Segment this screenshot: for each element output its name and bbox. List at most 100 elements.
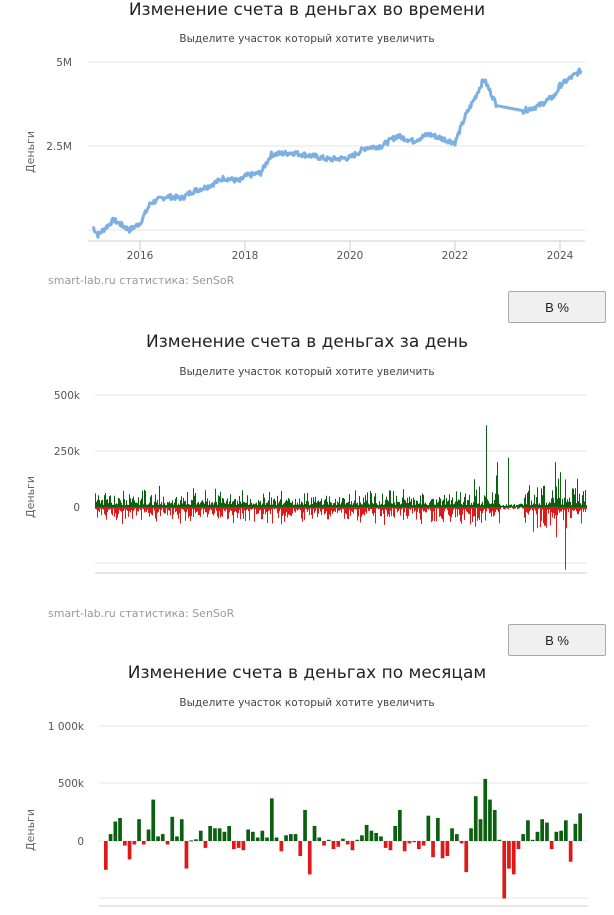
daily-bar-positive[interactable]: [436, 499, 437, 507]
monthly-bar-positive[interactable]: [497, 839, 502, 841]
daily-bar-negative[interactable]: [391, 507, 392, 516]
daily-bar-negative[interactable]: [549, 507, 550, 510]
daily-bar-negative[interactable]: [214, 507, 215, 514]
daily-bar-positive[interactable]: [448, 500, 449, 507]
daily-bar-negative[interactable]: [301, 507, 302, 519]
daily-bar-positive[interactable]: [311, 497, 312, 507]
daily-bar-positive[interactable]: [530, 505, 531, 507]
daily-bar-positive[interactable]: [349, 494, 350, 507]
daily-bar-positive[interactable]: [411, 498, 412, 507]
daily-bar-positive[interactable]: [270, 504, 271, 507]
monthly-bar-positive[interactable]: [564, 820, 568, 841]
daily-bar-positive[interactable]: [383, 505, 384, 507]
monthly-bar-positive[interactable]: [379, 836, 383, 841]
daily-bar-negative[interactable]: [513, 507, 514, 510]
daily-bar-positive[interactable]: [569, 497, 570, 507]
daily-bar-negative[interactable]: [532, 507, 533, 511]
daily-bar-positive[interactable]: [278, 503, 279, 507]
daily-bar-negative[interactable]: [298, 507, 299, 510]
daily-bar-negative[interactable]: [146, 507, 147, 513]
daily-bar-positive[interactable]: [195, 493, 196, 507]
daily-bar-positive[interactable]: [356, 503, 357, 507]
daily-bar-positive[interactable]: [562, 498, 563, 507]
daily-bar-negative[interactable]: [442, 507, 443, 520]
daily-bar-negative[interactable]: [101, 507, 102, 516]
daily-bar-positive[interactable]: [315, 496, 316, 507]
daily-bar-negative[interactable]: [509, 507, 510, 508]
daily-bar-positive[interactable]: [211, 502, 212, 507]
daily-bar-negative[interactable]: [331, 507, 332, 511]
daily-bar-negative[interactable]: [111, 507, 112, 514]
daily-bar-negative[interactable]: [225, 507, 226, 512]
daily-bar-negative[interactable]: [177, 507, 178, 515]
daily-bar-positive[interactable]: [461, 503, 462, 507]
daily-bar-positive[interactable]: [369, 504, 370, 507]
daily-bar-positive[interactable]: [287, 501, 288, 507]
daily-bar-negative[interactable]: [165, 507, 166, 514]
daily-bar-positive[interactable]: [555, 462, 556, 507]
daily-bar-negative[interactable]: [130, 507, 131, 513]
daily-bar-positive[interactable]: [308, 501, 309, 507]
daily-bar-negative[interactable]: [302, 507, 303, 522]
daily-bar-positive[interactable]: [355, 490, 356, 507]
daily-bar-positive[interactable]: [585, 490, 586, 507]
daily-bar-negative[interactable]: [114, 507, 115, 517]
daily-bar-positive[interactable]: [271, 497, 272, 507]
daily-bar-negative[interactable]: [574, 507, 575, 511]
monthly-bar-positive[interactable]: [118, 818, 122, 841]
daily-bar-negative[interactable]: [434, 507, 435, 522]
daily-bar-positive[interactable]: [170, 503, 171, 507]
daily-bar-negative[interactable]: [384, 507, 385, 525]
daily-bar-negative[interactable]: [188, 507, 189, 518]
daily-bar-negative[interactable]: [483, 507, 484, 511]
monthly-bar-negative[interactable]: [331, 841, 336, 850]
daily-bar-positive[interactable]: [272, 504, 273, 507]
daily-bar-negative[interactable]: [433, 507, 434, 512]
daily-bar-negative[interactable]: [468, 507, 469, 514]
daily-bar-positive[interactable]: [106, 499, 107, 507]
daily-bar-positive[interactable]: [423, 494, 424, 507]
daily-bar-positive[interactable]: [273, 499, 274, 507]
daily-bar-positive[interactable]: [339, 496, 340, 507]
daily-bar-negative[interactable]: [237, 507, 238, 519]
daily-bar-positive[interactable]: [189, 504, 190, 507]
monthly-bar-positive[interactable]: [217, 828, 222, 841]
daily-bar-negative[interactable]: [387, 507, 388, 517]
daily-bar-negative[interactable]: [139, 507, 140, 509]
daily-bar-positive[interactable]: [330, 502, 331, 507]
daily-bar-positive[interactable]: [472, 504, 473, 507]
daily-bar-positive[interactable]: [246, 502, 247, 507]
daily-bar-negative[interactable]: [412, 507, 413, 514]
monthly-bar-positive[interactable]: [488, 799, 492, 841]
daily-bar-negative[interactable]: [480, 507, 481, 511]
daily-bar-negative[interactable]: [562, 507, 563, 510]
daily-bar-positive[interactable]: [109, 496, 110, 507]
daily-bar-negative[interactable]: [303, 507, 304, 513]
daily-bar-negative[interactable]: [392, 507, 393, 509]
daily-bar-negative[interactable]: [276, 507, 277, 509]
daily-bar-negative[interactable]: [309, 507, 310, 516]
daily-bar-positive[interactable]: [370, 490, 371, 507]
daily-bar-positive[interactable]: [100, 503, 101, 507]
daily-bar-positive[interactable]: [253, 503, 254, 507]
daily-bar-negative[interactable]: [452, 507, 453, 515]
daily-bar-negative[interactable]: [555, 507, 556, 515]
monthly-bar-positive[interactable]: [293, 834, 298, 841]
daily-bar-negative[interactable]: [372, 507, 373, 514]
daily-bar-negative[interactable]: [336, 507, 337, 509]
daily-bar-negative[interactable]: [275, 507, 276, 509]
daily-bar-positive[interactable]: [337, 501, 338, 507]
monthly-bar-positive[interactable]: [540, 819, 544, 842]
daily-bar-positive[interactable]: [332, 505, 333, 507]
daily-bar-negative[interactable]: [174, 507, 175, 509]
daily-bar-positive[interactable]: [162, 505, 163, 507]
daily-bar-negative[interactable]: [272, 507, 273, 524]
daily-bar-negative[interactable]: [459, 507, 460, 515]
monthly-bar-positive[interactable]: [175, 836, 179, 841]
daily-bar-positive[interactable]: [491, 503, 492, 507]
daily-bar-negative[interactable]: [454, 507, 455, 509]
daily-bar-positive[interactable]: [236, 504, 237, 507]
daily-bar-positive[interactable]: [147, 504, 148, 507]
daily-bar-positive[interactable]: [149, 502, 150, 507]
monthly-bar-positive[interactable]: [398, 810, 402, 842]
